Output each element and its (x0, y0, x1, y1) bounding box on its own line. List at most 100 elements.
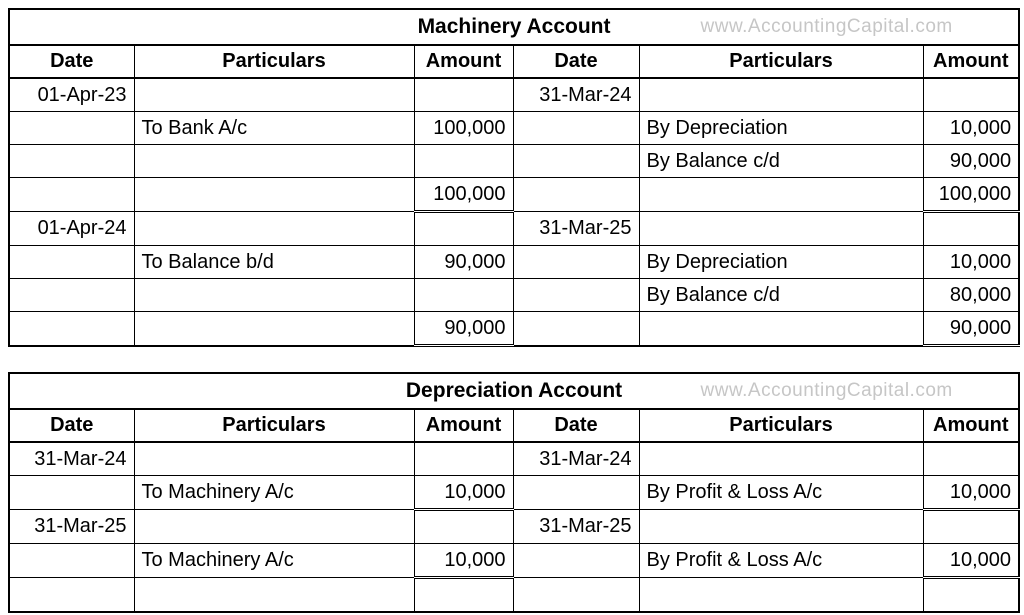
cell-amount: 90,000 (922, 311, 1020, 347)
table-row: 31-Mar-25 31-Mar-25 (8, 509, 1020, 544)
cell-particulars: By Balance c/d (638, 144, 924, 178)
cell-particulars (638, 311, 924, 346)
cell-particulars (638, 77, 924, 112)
col-header-particulars-credit: Particulars (638, 408, 924, 443)
cell-date (512, 311, 640, 346)
cell-particulars (638, 177, 924, 212)
cell-date (512, 475, 640, 510)
cell-date (8, 177, 135, 212)
cell-particulars (133, 177, 415, 212)
account-title-cell: Depreciation Account www.AccountingCapit… (9, 373, 1020, 410)
cell-particulars: To Machinery A/c (133, 475, 415, 510)
cell-amount (922, 441, 1020, 476)
cell-date (8, 111, 135, 145)
table-row: 90,000 90,000 (8, 311, 1020, 347)
cell-particulars (638, 509, 924, 544)
cell-date (8, 245, 135, 279)
cell-amount: 90,000 (413, 245, 514, 279)
table-row: To Balance b/d 90,000 By Depreciation 10,00… (8, 245, 1020, 279)
table-row: To Machinery A/c 10,000 By Profit & Loss A… (8, 475, 1020, 511)
cell-amount (922, 577, 1020, 613)
cell-amount: 10,000 (922, 245, 1020, 279)
machinery-account-table: Machinery Account www.AccountingCapital.… (8, 8, 1021, 347)
cell-date (8, 311, 135, 346)
cell-date: 01-Apr-24 (8, 211, 135, 246)
cell-amount: 100,000 (413, 111, 514, 145)
cell-amount: 100,000 (922, 177, 1020, 213)
cell-date (512, 144, 640, 178)
machinery-account-rows: 01-Apr-23 31-Mar-24 To Bank A/c 100,000 By D… (8, 77, 1020, 347)
cell-date (512, 111, 640, 145)
col-header-particulars-debit: Particulars (133, 44, 415, 79)
cell-amount: 90,000 (922, 144, 1020, 178)
cell-date (8, 144, 135, 178)
cell-particulars: To Balance b/d (133, 245, 415, 279)
title-row: Machinery Account www.AccountingCapital.… (9, 9, 1020, 46)
cell-amount: 100,000 (413, 177, 514, 213)
cell-date (512, 177, 640, 212)
cell-date (8, 475, 135, 510)
cell-particulars (133, 144, 415, 178)
cell-date (512, 245, 640, 279)
depreciation-account-rows: 31-Mar-24 31-Mar-24 To Machinery A/c 10,000… (8, 441, 1020, 613)
cell-amount (413, 441, 514, 476)
cell-particulars (133, 441, 415, 476)
cell-date: 31-Mar-25 (8, 509, 135, 544)
watermark-text: www.AccountingCapital.com (700, 380, 953, 401)
cell-amount (413, 211, 514, 246)
table-row: 31-Mar-24 31-Mar-24 (8, 441, 1020, 476)
cell-amount: 10,000 (413, 543, 514, 579)
cell-date (8, 543, 135, 578)
cell-particulars: To Machinery A/c (133, 543, 415, 578)
col-header-amount-credit: Amount (922, 44, 1020, 79)
cell-particulars (133, 77, 415, 112)
cell-particulars: By Profit & Loss A/c (638, 475, 924, 510)
cell-particulars (133, 278, 415, 312)
cell-date (512, 278, 640, 312)
table-row: By Balance c/d 80,000 (8, 278, 1020, 312)
cell-amount: 90,000 (413, 311, 514, 347)
cell-date: 31-Mar-24 (512, 77, 640, 112)
cell-amount: 10,000 (922, 111, 1020, 145)
cell-date (8, 577, 135, 613)
col-header-date-credit: Date (512, 408, 640, 443)
cell-date: 31-Mar-24 (8, 441, 135, 476)
cell-date: 31-Mar-24 (512, 441, 640, 476)
cell-amount (922, 211, 1020, 246)
col-header-particulars-credit: Particulars (638, 44, 924, 79)
cell-amount: 10,000 (922, 475, 1020, 511)
cell-amount (413, 77, 514, 112)
cell-particulars: By Profit & Loss A/c (638, 543, 924, 578)
table-row: To Machinery A/c 10,000 By Profit & Loss A… (8, 543, 1020, 579)
cell-particulars: To Bank A/c (133, 111, 415, 145)
title-row: Depreciation Account www.AccountingCapit… (9, 373, 1020, 410)
cell-amount (413, 577, 514, 613)
col-header-amount-debit: Amount (413, 44, 514, 79)
table-row: 01-Apr-24 31-Mar-25 (8, 211, 1020, 246)
cell-date: 01-Apr-23 (8, 77, 135, 112)
col-header-date-debit: Date (8, 408, 135, 443)
cell-particulars (638, 441, 924, 476)
table-row (8, 577, 1020, 613)
table-row: By Balance c/d 90,000 (8, 144, 1020, 178)
cell-amount (922, 77, 1020, 112)
cell-date: 31-Mar-25 (512, 211, 640, 246)
cell-particulars (133, 311, 415, 346)
cell-date (512, 577, 640, 613)
cell-amount: 80,000 (922, 278, 1020, 312)
cell-date (8, 278, 135, 312)
table-row: 01-Apr-23 31-Mar-24 (8, 77, 1020, 112)
table-row: To Bank A/c 100,000 By Depreciation 10,000 (8, 111, 1020, 145)
account-title: Depreciation Account (405, 379, 623, 402)
table-row: 100,000 100,000 (8, 177, 1020, 213)
col-header-amount-debit: Amount (413, 408, 514, 443)
cell-amount (922, 509, 1020, 544)
cell-particulars: By Balance c/d (638, 278, 924, 312)
account-title-cell: Machinery Account www.AccountingCapital.… (9, 9, 1020, 46)
cell-date: 31-Mar-25 (512, 509, 640, 544)
depreciation-account-table: Depreciation Account www.AccountingCapit… (8, 372, 1021, 613)
cell-particulars (133, 509, 415, 544)
cell-date (512, 543, 640, 578)
cell-amount (413, 509, 514, 544)
